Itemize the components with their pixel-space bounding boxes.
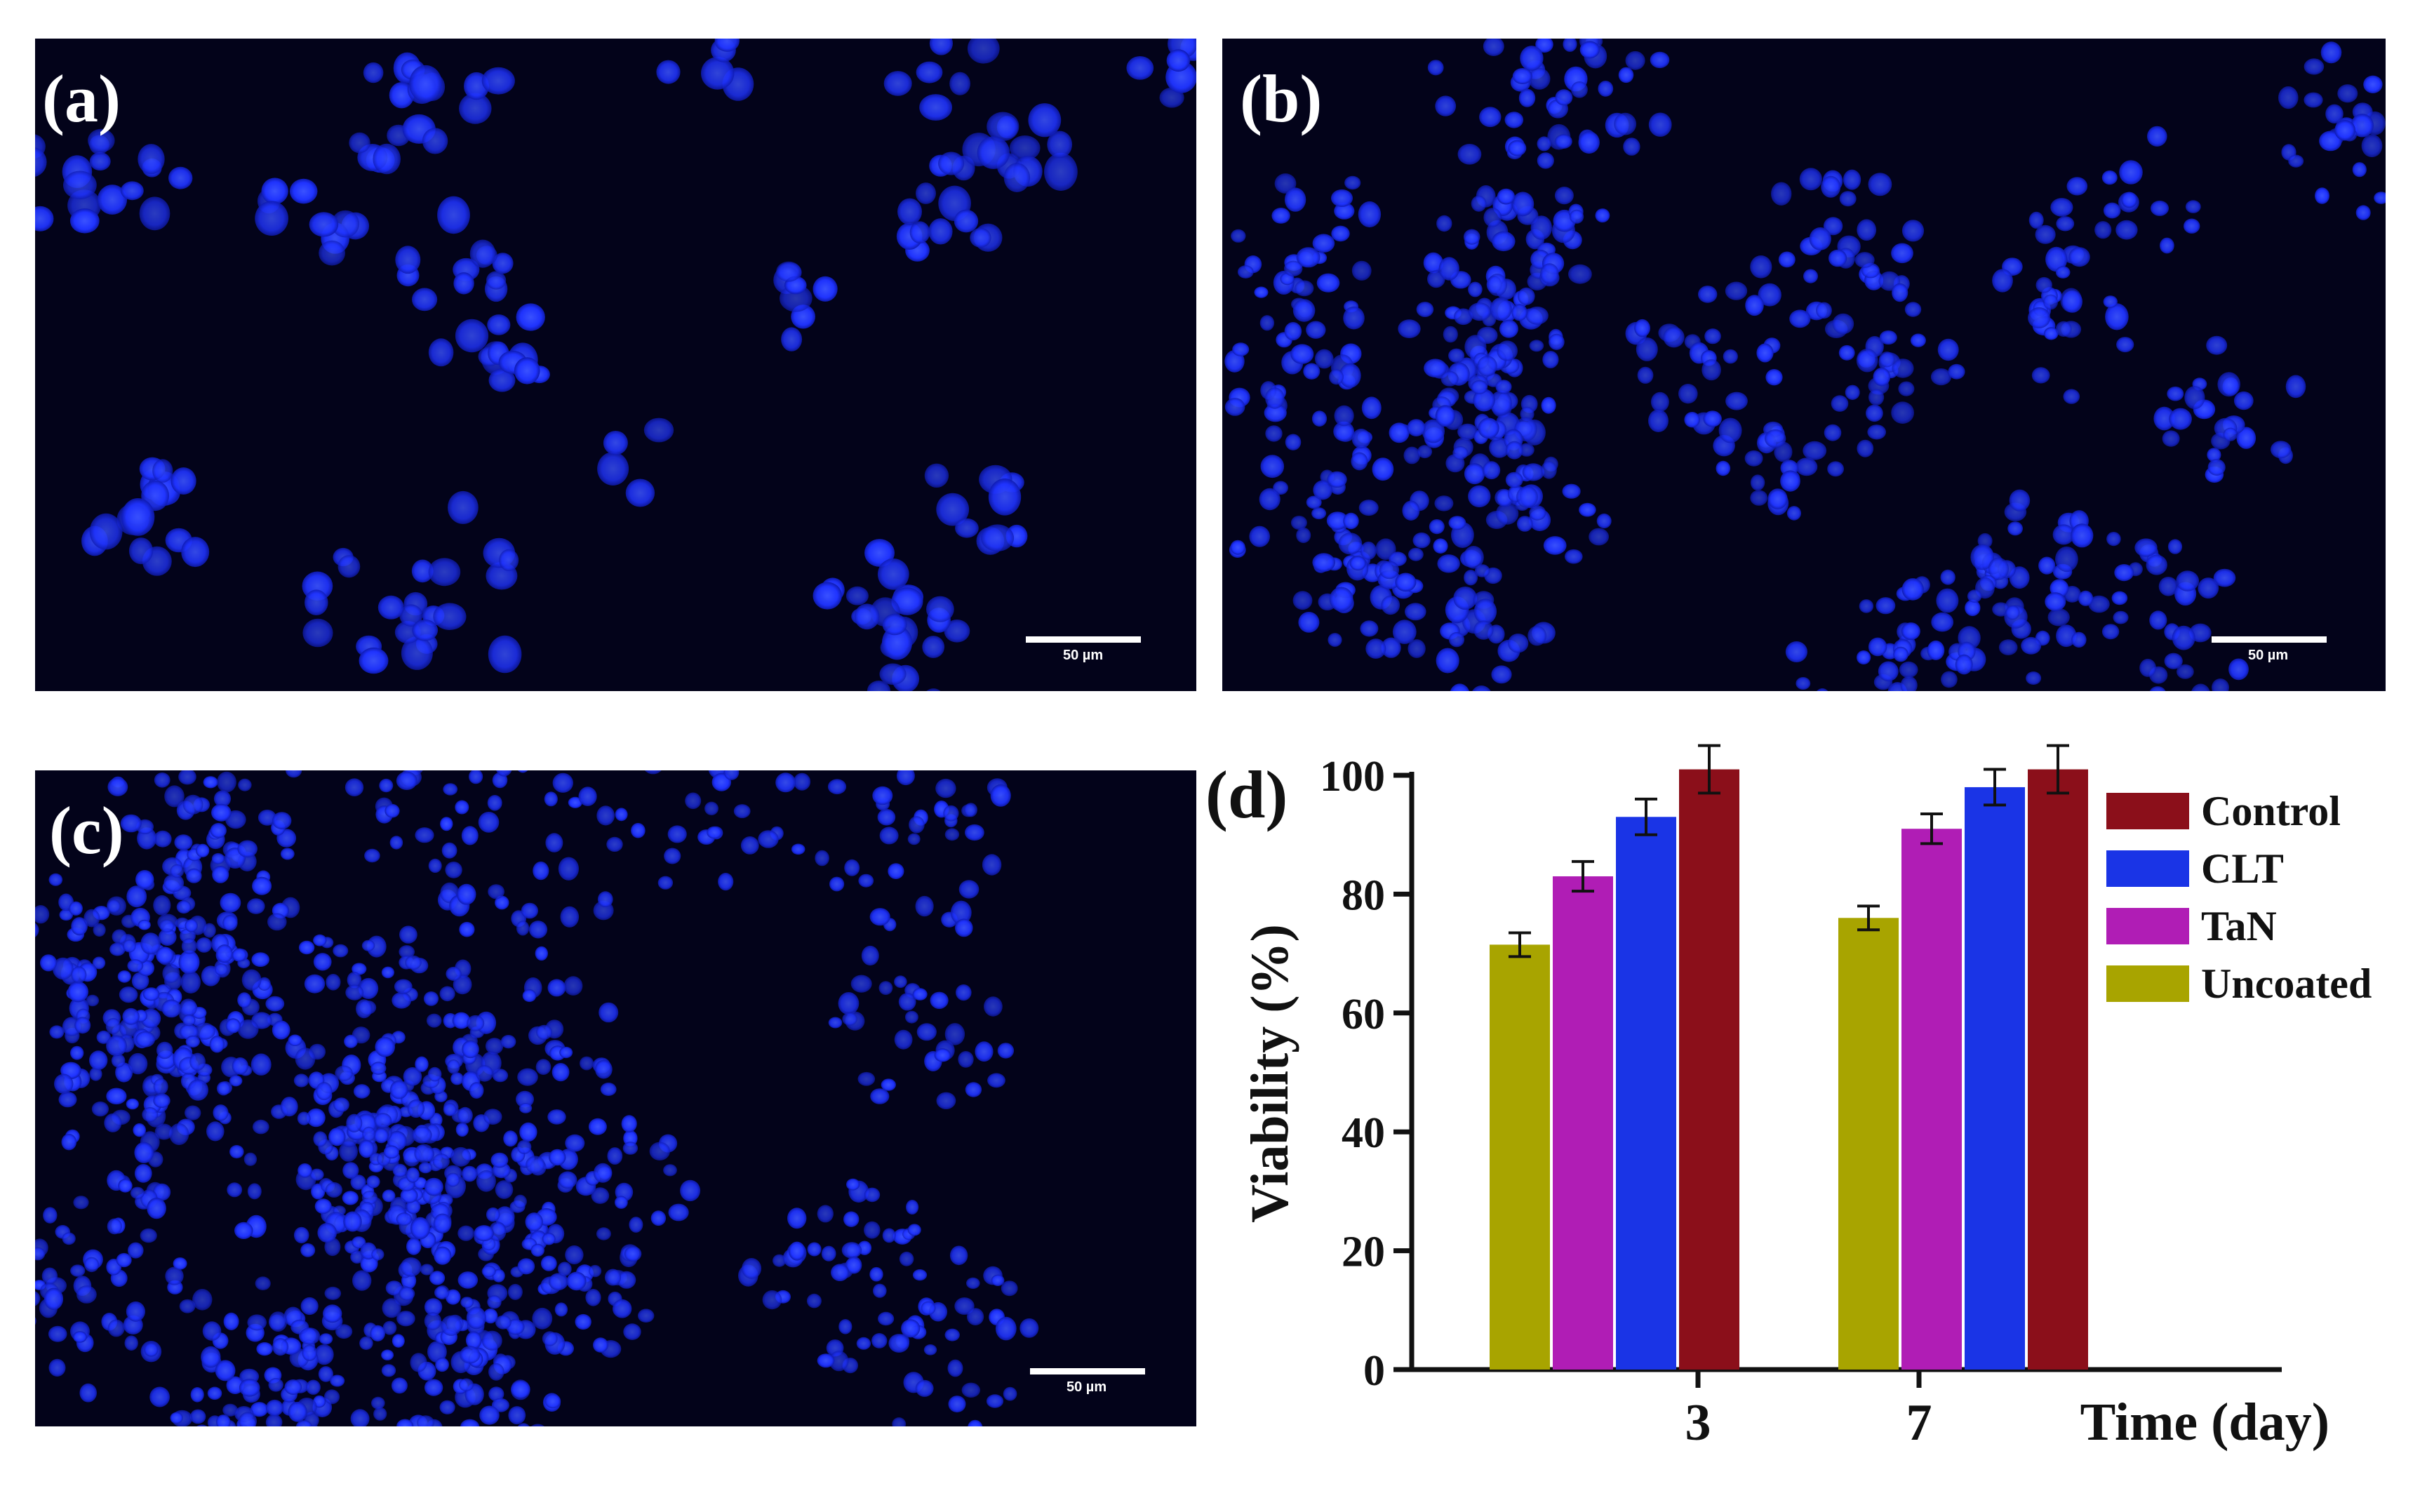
scale-bar-label-b: 50 µm [2248,648,2289,663]
x-tick-label-day-7: 7 [1906,1394,1932,1452]
panel-letter-a: (a) [42,61,121,136]
scale-bar-c [1030,1368,1145,1374]
y-tick-label: 0 [1363,1347,1385,1395]
legend-swatch-tan [2106,908,2189,944]
bar-tan-day-3 [1553,876,1613,1370]
panel-letter-d: (d) [1205,757,1288,832]
bar-uncoated-day-7 [1838,918,1899,1370]
error-bar-clt-day-7 [1984,768,2006,807]
legend-swatch-control [2106,793,2189,829]
error-bar-clt-day-3 [1635,797,1657,836]
error-bar-control-day-3 [1698,744,1720,795]
error-bar-tan-day-3 [1572,859,1594,893]
y-axis-title: Viability (%) [1241,924,1299,1223]
legend-swatch-uncoated [2106,965,2189,1002]
scale-bar-label-c: 50 µm [1067,1379,1107,1395]
x-tick-label-day-3: 3 [1685,1394,1711,1452]
legend-label-control: Control [2201,788,2341,834]
error-bar-tan-day-7 [1920,812,1943,845]
legend-swatch-clt [2106,850,2189,887]
cell-nuclei-b [1224,39,2386,691]
micrograph-panel-c: (c) 50 µm [35,770,1196,1426]
scale-bar-a [1026,636,1141,643]
legend-label-clt: CLT [2201,845,2284,892]
legend-label-tan: TaN [2201,903,2277,949]
scale-bar-label-a: 50 µm [1063,648,1104,663]
micrograph-panel-b: (b) 50 µm [1222,39,2386,691]
bar-control-day-7 [2028,769,2088,1370]
error-bar-uncoated-day-3 [1509,931,1531,958]
bar-clt-day-7 [1965,787,2025,1370]
bar-control-day-3 [1679,769,1739,1370]
panel-letter-c: (c) [49,793,124,868]
scale-bar-b [2212,636,2327,643]
error-bar-uncoated-day-7 [1857,904,1880,932]
cell-nuclei-a [35,39,1196,691]
y-tick-label: 100 [1320,753,1385,801]
cell-nuclei-c [35,770,1039,1426]
error-bar-control-day-7 [2047,744,2069,795]
y-tick-label: 20 [1342,1229,1385,1276]
micrograph-panel-a: (a) 50 µm [35,39,1196,691]
bar-tan-day-7 [1901,829,1962,1370]
panel-letter-b: (b) [1240,61,1323,136]
chart-bars [1490,744,2088,1370]
x-axis-title: Time (day) [2080,1393,2329,1452]
chart-legend: Control CLT TaN Uncoated [2106,788,2372,1007]
chart-axes: 0 20 40 60 80 100 3 7 Time (day) Viability (%) [1241,753,2329,1452]
bar-uncoated-day-3 [1490,944,1550,1370]
y-tick-label: 40 [1342,1109,1385,1157]
y-tick-label: 80 [1342,871,1385,919]
y-tick-label: 60 [1342,991,1385,1038]
legend-label-uncoated: Uncoated [2201,961,2372,1007]
bar-clt-day-3 [1616,817,1676,1370]
